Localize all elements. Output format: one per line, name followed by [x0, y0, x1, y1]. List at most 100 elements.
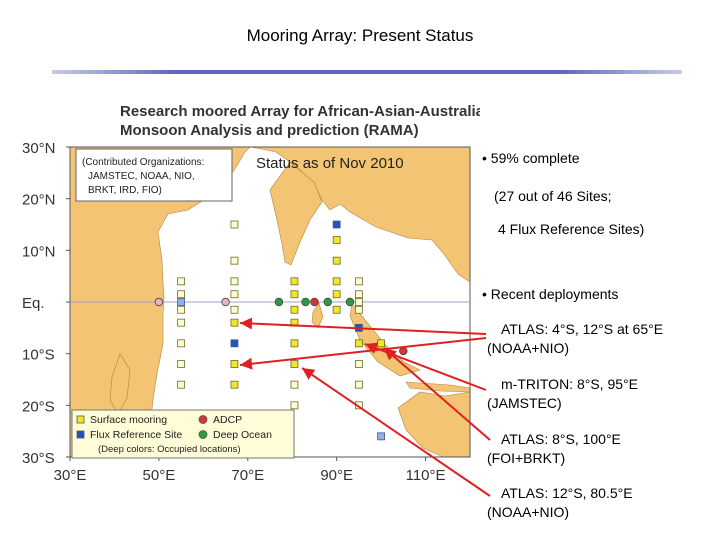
surface-mooring-marker	[377, 339, 386, 348]
deployment-entry-3: ATLAS: 8°S, 100°E (FOI+BRKT)	[487, 430, 621, 468]
surface-mooring-marker	[354, 360, 363, 368]
surface-mooring-marker	[290, 305, 299, 314]
surface-mooring-marker	[354, 305, 363, 314]
surface-mooring-marker	[177, 277, 186, 286]
legend-deep-label: Deep Ocean	[213, 429, 272, 441]
deployment-entry-2-line2: (JAMSTEC)	[487, 395, 562, 411]
slide-title: Mooring Array: Present Status	[246, 26, 474, 45]
surface-mooring-marker	[230, 305, 239, 314]
deployment-entry-2-line1: m-TRITON: 8°S, 95°E	[501, 376, 638, 392]
surface-mooring-marker	[230, 220, 239, 229]
deployment-entry-1: ATLAS: 4°S, 12°S at 65°E (NOAA+NIO)	[487, 320, 663, 358]
flux-site-marker	[354, 323, 363, 332]
flux-site-marker	[332, 220, 341, 229]
surface-mooring-marker	[290, 360, 299, 368]
bullet-sites-line2: 4 Flux Reference Sites)	[498, 221, 645, 237]
lat-label: 10°S	[22, 347, 55, 364]
surface-mooring-marker	[230, 318, 239, 327]
lat-label: Eq.	[22, 295, 45, 312]
lon-label: 50°E	[143, 467, 176, 484]
surface-mooring-marker	[290, 339, 299, 348]
surface-mooring-marker	[332, 290, 341, 299]
map-title-line1: Research moored Array for African-Asian-…	[120, 103, 480, 120]
adcp-marker	[154, 297, 164, 307]
rama-map-canvas: Research moored Array for African-Asian-…	[0, 92, 480, 492]
surface-mooring-marker	[290, 380, 299, 389]
adcp-marker	[221, 297, 230, 307]
surface-mooring-marker	[230, 380, 239, 389]
madagascar-island	[109, 353, 131, 415]
deployment-entry-4-line1: ATLAS: 12°S, 80.5°E	[501, 485, 633, 501]
surface-mooring-marker	[230, 360, 239, 368]
deployment-entry-1-line1: ATLAS: 4°S, 12°S at 65°E	[501, 321, 664, 337]
surface-mooring-marker	[354, 298, 363, 306]
surface-mooring-marker	[177, 318, 186, 327]
flux-site-marker	[177, 298, 186, 306]
lat-label: 20°N	[22, 192, 56, 209]
bullet-recent: • Recent deployments	[482, 286, 619, 302]
deep-ocean-marker	[323, 297, 332, 307]
lon-label: 90°E	[320, 467, 353, 484]
legend-box: Surface mooring ADCP Flux Reference Site…	[71, 409, 295, 459]
surface-mooring-marker	[354, 401, 363, 410]
adcp-marker	[399, 346, 408, 356]
contributors-line2: JAMSTEC, NOAA, NIO,	[88, 171, 195, 182]
deployment-entry-1-line2: (NOAA+NIO)	[487, 340, 570, 356]
surface-mooring-marker	[177, 290, 186, 299]
surface-mooring-marker	[230, 277, 239, 286]
contributors-box: (Contributed Organizations: JAMSTEC, NOA…	[75, 148, 233, 202]
lat-label: 10°N	[22, 243, 56, 260]
legend-surface-swatch	[76, 415, 85, 424]
flux-site-marker	[377, 432, 386, 441]
surface-mooring-marker	[230, 256, 239, 265]
status-label: Status as of Nov 2010	[256, 155, 404, 172]
surface-mooring-marker	[332, 236, 341, 244]
bullet-complete: • 59% complete	[482, 150, 580, 166]
surface-mooring-marker	[332, 256, 341, 265]
legend-adcp-label: ADCP	[213, 414, 242, 426]
title-rule	[52, 70, 682, 74]
deployment-entry-2: m-TRITON: 8°S, 95°E (JAMSTEC)	[487, 375, 638, 413]
legend-flux-label: Flux Reference Site	[90, 429, 182, 441]
surface-mooring-marker	[354, 290, 363, 299]
surface-mooring-marker	[332, 305, 341, 314]
surface-mooring-marker	[230, 290, 239, 299]
bullet-sites-line1: (27 out of 46 Sites;	[494, 188, 612, 204]
legend-surface-label: Surface mooring	[90, 414, 167, 426]
lon-label: 30°E	[54, 467, 87, 484]
surface-mooring-marker	[332, 277, 341, 286]
legend-deep-swatch	[198, 430, 208, 439]
surface-mooring-marker	[290, 318, 299, 327]
adcp-marker	[310, 297, 319, 307]
contributors-line3: BRKT, IRD, FIO)	[88, 185, 162, 196]
deployment-entry-3-line2: (FOI+BRKT)	[487, 450, 566, 466]
asia-landmass	[249, 146, 471, 283]
surface-mooring-marker	[290, 277, 299, 286]
legend-adcp-swatch	[198, 415, 208, 424]
deployment-entry-4-line2: (NOAA+NIO)	[487, 504, 570, 520]
surface-mooring-marker	[290, 290, 299, 299]
lon-label: 70°E	[231, 467, 264, 484]
surface-mooring-marker	[177, 339, 186, 348]
surface-mooring-marker	[354, 277, 363, 286]
surface-mooring-marker	[177, 360, 186, 368]
map-title-line2: Monsoon Analysis and prediction (RAMA)	[120, 122, 419, 139]
contributors-line1: (Contributed Organizations:	[82, 157, 204, 168]
surface-mooring-marker	[354, 380, 363, 389]
deployment-entry-3-line1: ATLAS: 8°S, 100°E	[501, 431, 621, 447]
lon-label: 110°E	[406, 467, 446, 484]
flux-site-marker	[230, 339, 239, 348]
legend-flux-swatch	[76, 430, 85, 439]
lat-label: 30°S	[22, 450, 55, 467]
lat-label: 20°S	[22, 398, 55, 415]
deployment-entry-4: ATLAS: 12°S, 80.5°E (NOAA+NIO)	[487, 484, 633, 522]
lat-label: 30°N	[22, 140, 56, 157]
surface-mooring-marker	[177, 305, 186, 314]
surface-mooring-marker	[290, 401, 299, 410]
rama-map: Research moored Array for African-Asian-…	[0, 92, 480, 492]
deep-ocean-marker	[345, 297, 355, 307]
surface-mooring-marker	[177, 380, 186, 389]
deep-ocean-marker	[274, 297, 284, 307]
deep-ocean-marker	[301, 297, 310, 307]
legend-note: (Deep colors: Occupied locations)	[98, 444, 241, 455]
